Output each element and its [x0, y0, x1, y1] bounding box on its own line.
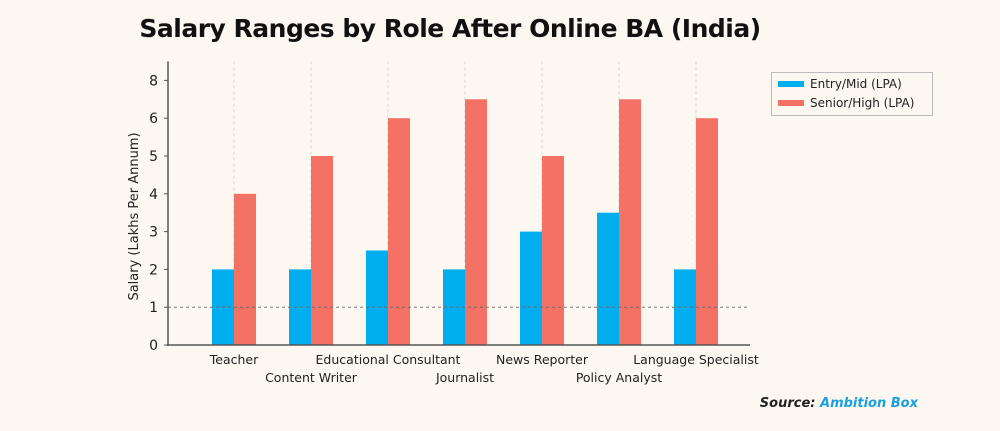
source-link[interactable]: Ambition Box: [820, 396, 918, 411]
chart-title: Salary Ranges by Role After Online BA (I…: [139, 14, 761, 43]
bar-senior: [619, 99, 641, 345]
y-tick-label: 1: [149, 300, 158, 316]
y-tick-label: 6: [149, 111, 158, 127]
bar-entry: [443, 269, 465, 345]
legend-label-senior: Senior/High (LPA): [810, 96, 915, 110]
x-tick-label: Content Writer: [265, 370, 358, 385]
bar-senior: [542, 156, 564, 345]
legend-swatch-senior: [778, 100, 804, 106]
legend-swatch-entry: [778, 81, 804, 87]
bar-senior: [234, 193, 256, 345]
legend-label-entry: Entry/Mid (LPA): [810, 77, 902, 91]
source-label: Source:: [759, 396, 816, 411]
y-tick-label: 3: [149, 225, 158, 241]
bar-entry: [520, 231, 542, 345]
y-tick-label: 2: [149, 262, 158, 278]
bar-entry: [597, 212, 619, 345]
y-tick-label: 4: [149, 187, 158, 203]
x-tick-label: Language Specialist: [633, 352, 759, 367]
x-tick-label: Journalist: [435, 370, 494, 385]
x-tick-label: Educational Consultant: [316, 352, 461, 367]
x-tick-label: News Reporter: [496, 352, 589, 367]
y-tick-label: 5: [149, 149, 158, 165]
bar-senior: [696, 118, 718, 345]
y-tick-label: 8: [149, 73, 158, 89]
source-note: Source: Ambition Box: [760, 396, 918, 411]
x-tick-label: Policy Analyst: [576, 370, 662, 385]
bar-senior: [311, 156, 333, 345]
y-axis-label: Salary (Lakhs Per Annum): [127, 132, 142, 300]
y-tick-label: 0: [149, 338, 158, 354]
bar-entry: [366, 250, 388, 345]
legend: Entry/Mid (LPA) Senior/High (LPA): [771, 72, 933, 116]
x-tick-label: Teacher: [209, 352, 259, 367]
bar-senior: [388, 118, 410, 345]
legend-item-entry: Entry/Mid (LPA): [778, 77, 902, 91]
legend-item-senior: Senior/High (LPA): [778, 96, 914, 110]
bar-senior: [465, 99, 487, 345]
